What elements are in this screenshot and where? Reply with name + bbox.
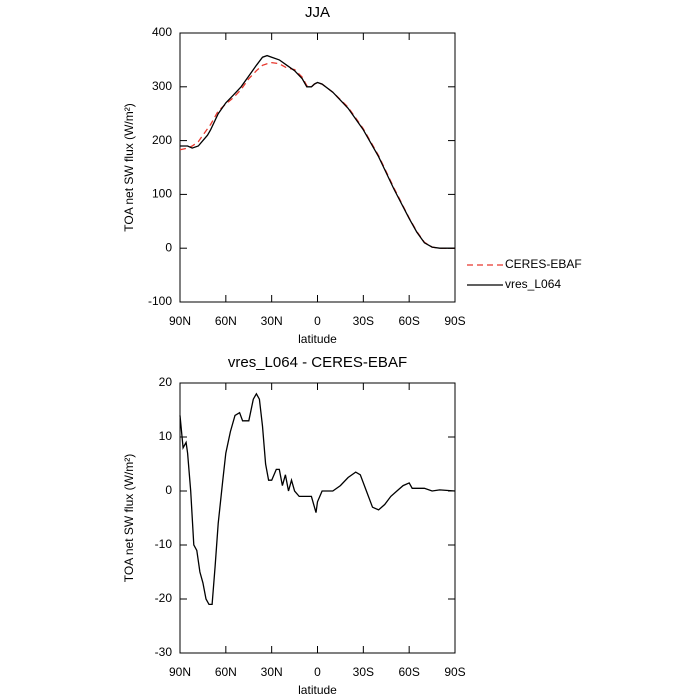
y-tick-label: 100 <box>152 187 172 201</box>
y-tick-label: -20 <box>155 591 173 605</box>
y-tick-label: 300 <box>152 79 172 93</box>
y-tick-label: -10 <box>155 537 173 551</box>
x-tick-label: 30S <box>353 665 374 679</box>
plot-frame <box>179 32 456 303</box>
x-tick-label: 60N <box>215 665 237 679</box>
legend-label: CERES-EBAF <box>505 257 582 271</box>
y-tick-label: -30 <box>155 645 173 659</box>
y-tick-label: 20 <box>159 375 173 389</box>
y-tick-label: 10 <box>159 429 173 443</box>
y-tick-label: 0 <box>165 240 172 254</box>
x-tick-label: 60S <box>398 665 419 679</box>
x-axis-label: latitude <box>298 332 337 346</box>
x-tick-label: 60N <box>215 314 237 328</box>
x-tick-label: 30S <box>353 314 374 328</box>
legend-label: vres_L064 <box>505 277 561 291</box>
x-tick-label: 30N <box>261 665 283 679</box>
x-tick-label: 90S <box>444 314 465 328</box>
x-tick-label: 30N <box>261 314 283 328</box>
x-tick-label: 90N <box>169 314 191 328</box>
y-axis-label: TOA net SW flux (W/m²) <box>122 103 136 231</box>
data-line <box>180 54 455 249</box>
x-tick-label: 90N <box>169 665 191 679</box>
data-line <box>179 392 456 606</box>
y-axis-label: TOA net SW flux (W/m²) <box>122 454 136 582</box>
y-tick-label: 0 <box>165 483 172 497</box>
x-tick-label: 60S <box>398 314 419 328</box>
x-tick-label: 90S <box>444 665 465 679</box>
x-tick-label: 0 <box>314 665 321 679</box>
y-tick-label: -100 <box>148 294 172 308</box>
x-axis-label: latitude <box>298 683 337 697</box>
x-tick-label: 0 <box>314 314 321 328</box>
y-tick-label: 400 <box>152 25 172 39</box>
data-line <box>179 61 455 249</box>
chart-title: vres_L064 - CERES-EBAF <box>228 354 407 371</box>
y-tick-label: 200 <box>152 133 172 147</box>
chart-title: JJA <box>305 4 330 21</box>
plot-frame <box>179 382 456 654</box>
